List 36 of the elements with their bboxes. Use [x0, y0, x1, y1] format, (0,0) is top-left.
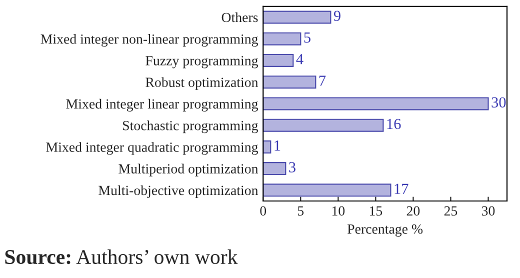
x-tick-label: 10	[332, 206, 345, 216]
x-tick-label: 0	[260, 206, 266, 216]
bar	[263, 97, 489, 110]
y-tick-label: Multi-objective optimization	[98, 185, 258, 198]
data-label: 5	[304, 32, 310, 43]
data-label: 17	[394, 184, 408, 194]
data-label: 30	[492, 97, 506, 108]
bar	[263, 54, 294, 67]
x-axis-title: Percentage %	[347, 224, 423, 237]
data-label: 1	[274, 140, 280, 151]
y-tick-label: Mixed integer non-linear programming	[40, 34, 258, 47]
y-tick-label: Multiperiod optimization	[118, 164, 258, 176]
y-tick-label: Robust optimization	[146, 77, 258, 90]
x-tick-label: 15	[370, 206, 382, 216]
data-label: 9	[334, 10, 340, 22]
data-label: 4	[296, 54, 304, 64]
bar	[263, 162, 286, 176]
x-tick-label: 5	[298, 206, 304, 216]
bar	[263, 32, 302, 46]
bar	[263, 140, 272, 154]
bar	[263, 76, 316, 89]
y-tick-label: Stochastic programming	[123, 120, 258, 134]
data-label: 3	[289, 162, 296, 172]
bar	[263, 118, 384, 132]
x-tick-label: 30	[482, 206, 495, 216]
y-tick-label: Mixed integer linear programming	[66, 98, 258, 112]
data-label: 16	[387, 118, 401, 130]
source-note: Source: Authors’ own work	[5, 249, 238, 264]
y-tick-label: Fuzzy programming	[146, 56, 258, 68]
bar	[263, 184, 392, 197]
y-tick-label: Others	[222, 12, 258, 22]
bar	[263, 10, 332, 24]
y-tick-label: Mixed integer quadratic programming	[46, 142, 258, 155]
x-tick-label: 20	[406, 206, 420, 216]
x-tick-label: 25	[444, 206, 458, 216]
data-label: 7	[319, 76, 326, 86]
